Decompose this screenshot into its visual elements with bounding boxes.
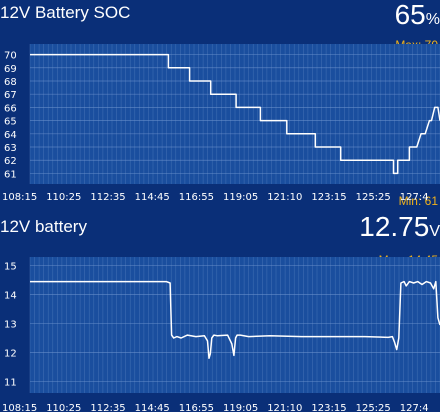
voltage-x-tick-label: 127:4 — [400, 403, 429, 412]
voltage-vertical-grid — [29, 257, 440, 393]
voltage-x-tick-label: 112:35 — [90, 403, 125, 412]
voltage-series-line — [30, 280, 440, 360]
soc-y-tick-label: 62 — [4, 156, 17, 167]
voltage-x-tick-label: 123:15 — [311, 403, 346, 412]
soc-value-unit: % — [425, 11, 440, 28]
voltage-y-tick-label: 15 — [4, 262, 17, 273]
soc-x-tick-label: 119:05 — [223, 192, 258, 203]
voltage-chart-title: 12V battery — [0, 217, 87, 236]
voltage-x-tick-label: 121:10 — [267, 403, 302, 412]
voltage-x-tick-label: 125:25 — [356, 403, 391, 412]
soc-y-tick-label: 69 — [4, 64, 17, 75]
soc-x-tick-label: 123:15 — [311, 192, 346, 203]
soc-value-number: 65 — [394, 0, 426, 30]
voltage-x-tick-label: 114:45 — [135, 403, 170, 412]
soc-y-tick-label: 68 — [4, 77, 17, 88]
soc-x-tick-label: 112:35 — [90, 192, 125, 203]
voltage-y-tick-label: 13 — [4, 320, 17, 331]
voltage-current-value: 12.75V — [359, 211, 440, 243]
voltage-x-tick-label: 119:05 — [223, 403, 258, 412]
soc-chart: 61 62 63 64 65 66 67 68 69 70 108:15 110:25 112:35 11… — [2, 44, 440, 203]
soc-x-tick-label: 114:45 — [135, 192, 170, 203]
soc-x-tick-label: 121:10 — [267, 192, 302, 203]
voltage-value-number: 12.75 — [359, 211, 430, 242]
soc-y-tick-label: 67 — [4, 90, 17, 101]
soc-series-line — [30, 53, 440, 175]
soc-y-tick-label: 66 — [4, 103, 17, 114]
voltage-x-tick-label: 116:55 — [179, 403, 214, 412]
soc-y-tick-label: 63 — [4, 143, 17, 154]
soc-y-tick-label: 70 — [4, 51, 17, 62]
soc-y-tick-label: 64 — [4, 130, 17, 141]
voltage-x-tick-label: 110:25 — [46, 403, 81, 412]
soc-min-label: Min: 61 — [398, 194, 438, 208]
soc-chart-title: 12V Battery SOC — [0, 3, 131, 22]
soc-x-tick-label: 125:25 — [356, 192, 391, 203]
soc-y-tick-label: 65 — [4, 117, 17, 128]
soc-x-tick-label: 116:55 — [179, 192, 214, 203]
voltage-chart: 11 12 13 14 15 108:15 110:25 112:35 114:45 116:55… — [2, 257, 440, 412]
soc-x-tick-label: 110:25 — [46, 192, 81, 203]
voltage-y-tick-label: 12 — [4, 348, 17, 359]
voltage-y-tick-label: 11 — [4, 377, 17, 388]
voltage-x-tick-label: 108:15 — [2, 403, 37, 412]
voltage-value-unit: V — [429, 223, 440, 240]
voltage-y-tick-label: 14 — [4, 291, 17, 302]
soc-x-tick-label: 108:15 — [2, 192, 37, 203]
soc-y-tick-label: 61 — [4, 169, 17, 180]
soc-current-value: 65% — [395, 0, 440, 31]
soc-x-tick-label: 127:4 — [400, 192, 429, 203]
